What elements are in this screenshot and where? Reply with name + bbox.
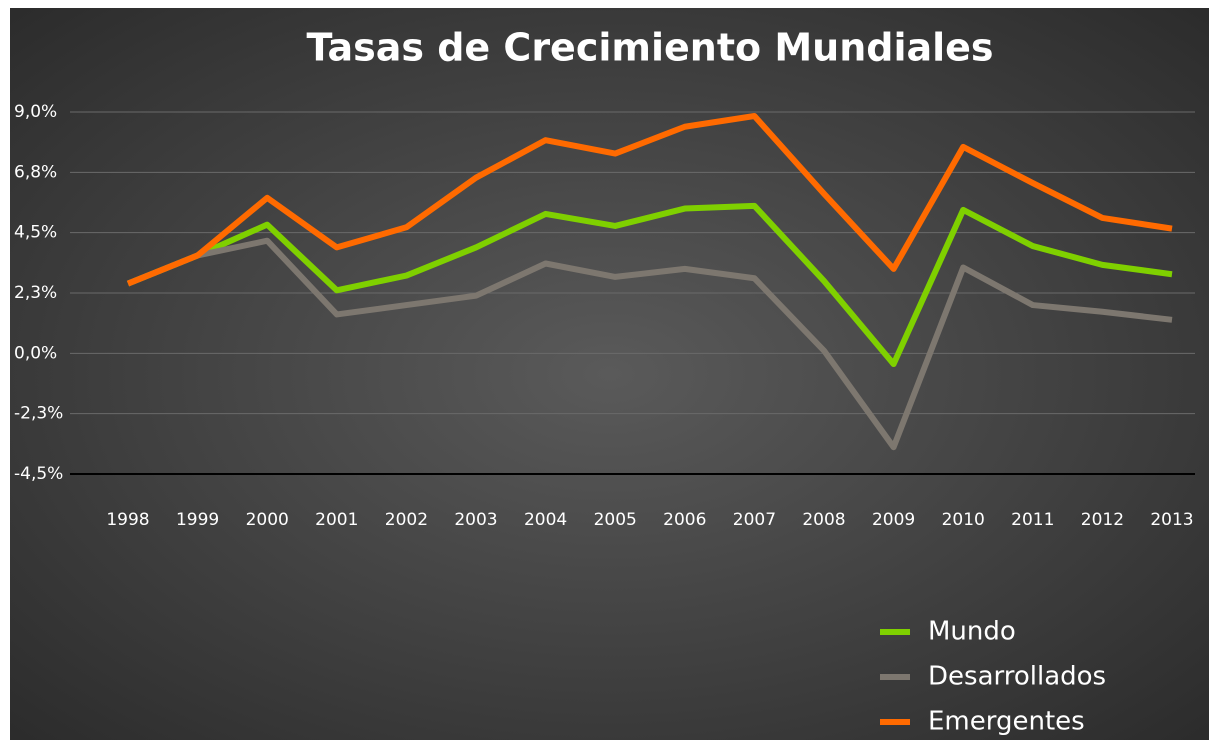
x-tick-label: 2005 <box>594 510 637 530</box>
x-tick-label: 2000 <box>246 510 289 530</box>
x-tick-label: 2012 <box>1081 510 1124 530</box>
x-tick-label: 2009 <box>872 510 915 530</box>
x-tick-label: 2004 <box>524 510 567 530</box>
y-tick-label: 4,5% <box>14 223 57 243</box>
x-tick-label: 2001 <box>315 510 358 530</box>
x-tick-label: 1998 <box>106 510 149 530</box>
x-tick-label: 2006 <box>663 510 706 530</box>
background <box>10 8 1209 740</box>
legend-label: Mundo <box>928 617 1016 647</box>
x-tick-label: 2003 <box>454 510 497 530</box>
x-tick-label: 2013 <box>1150 510 1193 530</box>
x-tick-label: 2011 <box>1011 510 1054 530</box>
chart-title: Tasas de Crecimiento Mundiales <box>306 26 993 70</box>
y-tick-label: 2,3% <box>14 283 57 303</box>
y-tick-label: 9,0% <box>14 102 57 122</box>
series-line <box>126 202 1173 368</box>
legend-label: Emergentes <box>928 707 1085 737</box>
series-line <box>126 237 1173 451</box>
x-tick-label: 1999 <box>176 510 219 530</box>
y-tick-label: 6,8% <box>14 162 57 182</box>
y-tick-label: -2,3% <box>14 404 63 424</box>
legend-label: Desarrollados <box>928 662 1106 692</box>
y-tick-label: -4,5% <box>14 464 63 484</box>
x-tick-label: 2008 <box>802 510 845 530</box>
series-line <box>126 113 1173 287</box>
x-tick-label: 2010 <box>942 510 985 530</box>
x-tick-label: 2007 <box>733 510 776 530</box>
y-tick-label: 0,0% <box>14 343 57 363</box>
x-tick-label: 2002 <box>385 510 428 530</box>
